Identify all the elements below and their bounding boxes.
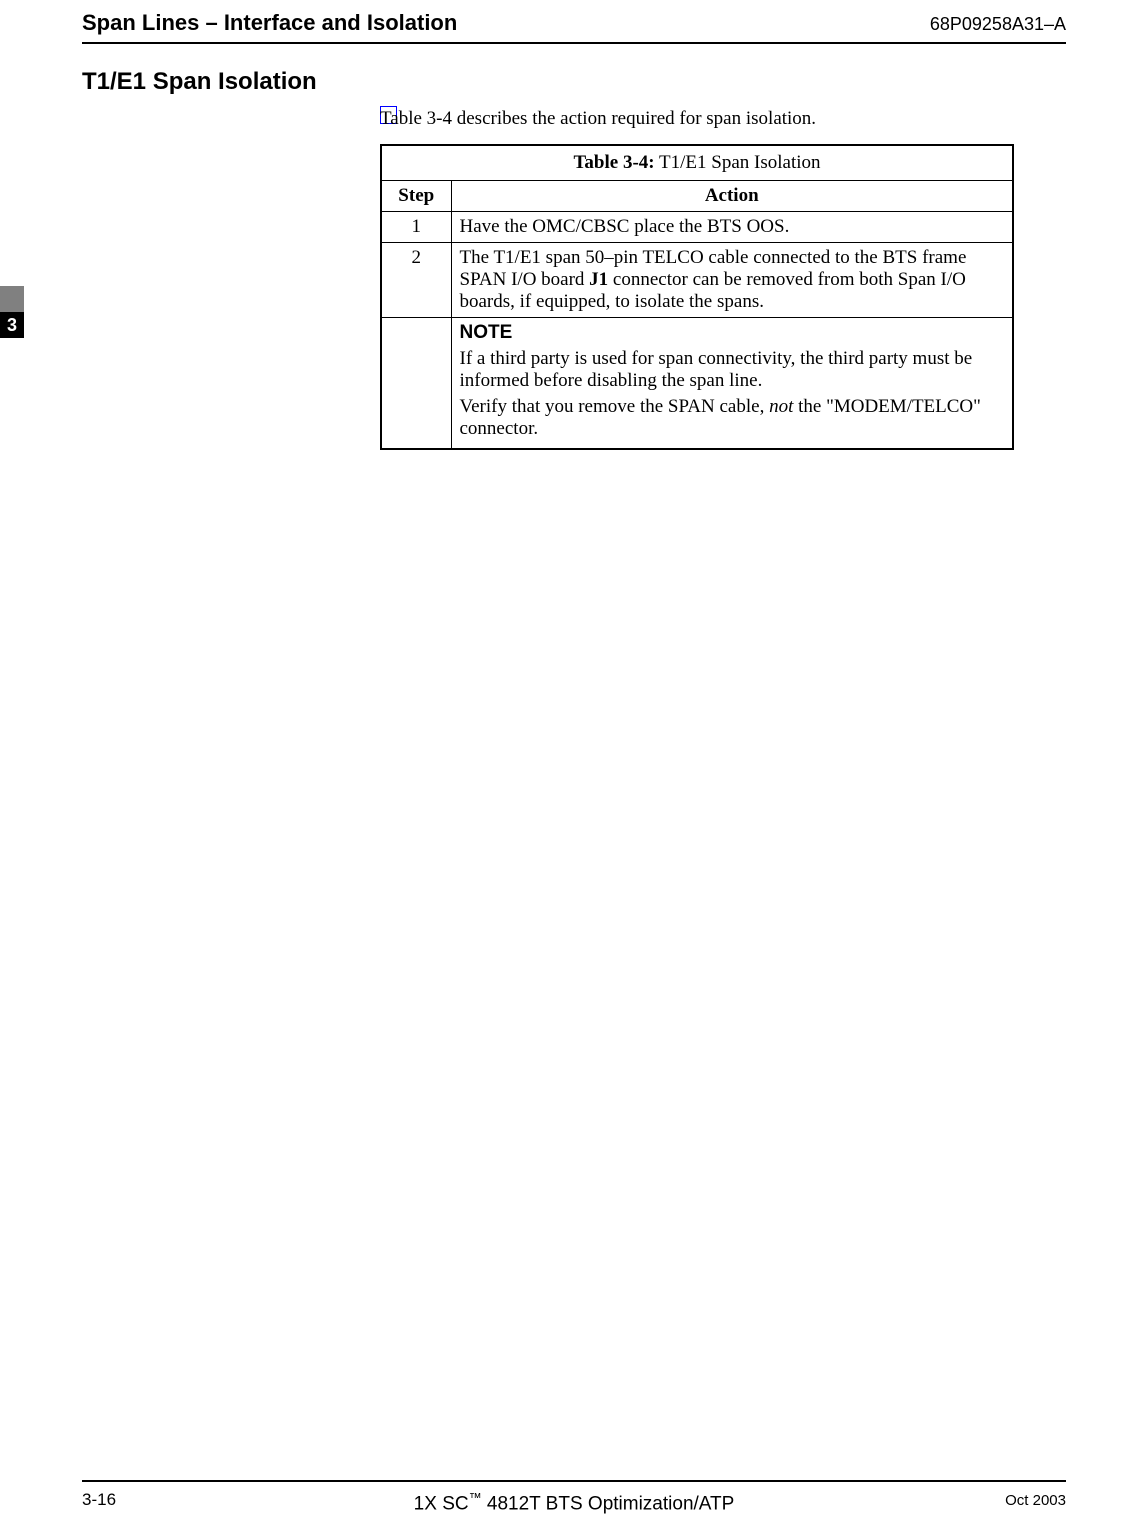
table-row: 2 The T1/E1 span 50–pin TELCO cable conn… [381,243,1013,318]
note-label: NOTE [460,322,1005,344]
table-row: NOTE If a third party is used for span c… [381,318,1013,450]
page-footer: 3-16 1X SC™ 4812T BTS Optimization/ATP O… [82,1480,1066,1510]
footer-center-pre: 1X SC [414,1493,469,1514]
table-row: 1 Have the OMC/CBSC place the BTS OOS. [381,212,1013,243]
action-cell: Have the OMC/CBSC place the BTS OOS. [451,212,1013,243]
col-header-step: Step [381,181,451,212]
chapter-tab-number: 3 [0,312,24,338]
table-title-bold: Table 3-4: [573,152,654,173]
note-paragraph-2: Verify that you remove the SPAN cable, n… [460,396,1005,440]
header-doc-number: 68P09258A31–A [930,14,1066,35]
page-header: Span Lines – Interface and Isolation 68P… [82,10,1066,44]
table-title-row: Table 3-4: T1/E1 Span Isolation [381,145,1013,181]
table-header-row: Step Action [381,181,1013,212]
step-cell: 2 [381,243,451,318]
trademark-symbol: ™ [469,1490,482,1505]
table-title-cell: Table 3-4: T1/E1 Span Isolation [381,145,1013,181]
section-heading: T1/E1 Span Isolation [82,68,317,96]
note-p2-pre: Verify that you remove the SPAN cable, [460,396,770,417]
action-cell: The T1/E1 span 50–pin TELCO cable connec… [451,243,1013,318]
table-title-rest: T1/E1 Span Isolation [655,152,821,173]
header-title: Span Lines – Interface and Isolation [82,10,457,36]
footer-center-post: 4812T BTS Optimization/ATP [482,1493,735,1514]
chapter-tab: 3 [0,286,24,338]
step-cell: 1 [381,212,451,243]
intro-text: Table 3-4 describes the action required … [380,108,816,130]
span-isolation-table: Table 3-4: T1/E1 Span Isolation Step Act… [380,144,1014,450]
note-cell: NOTE If a third party is used for span c… [451,318,1013,450]
note-paragraph-1: If a third party is used for span connec… [460,348,1005,392]
action-text-bold: J1 [589,269,608,290]
chapter-tab-top [0,286,24,312]
col-header-action: Action [451,181,1013,212]
step-cell-empty [381,318,451,450]
note-p2-italic: not [769,396,793,417]
footer-center-title: 1X SC™ 4812T BTS Optimization/ATP [82,1490,1066,1515]
